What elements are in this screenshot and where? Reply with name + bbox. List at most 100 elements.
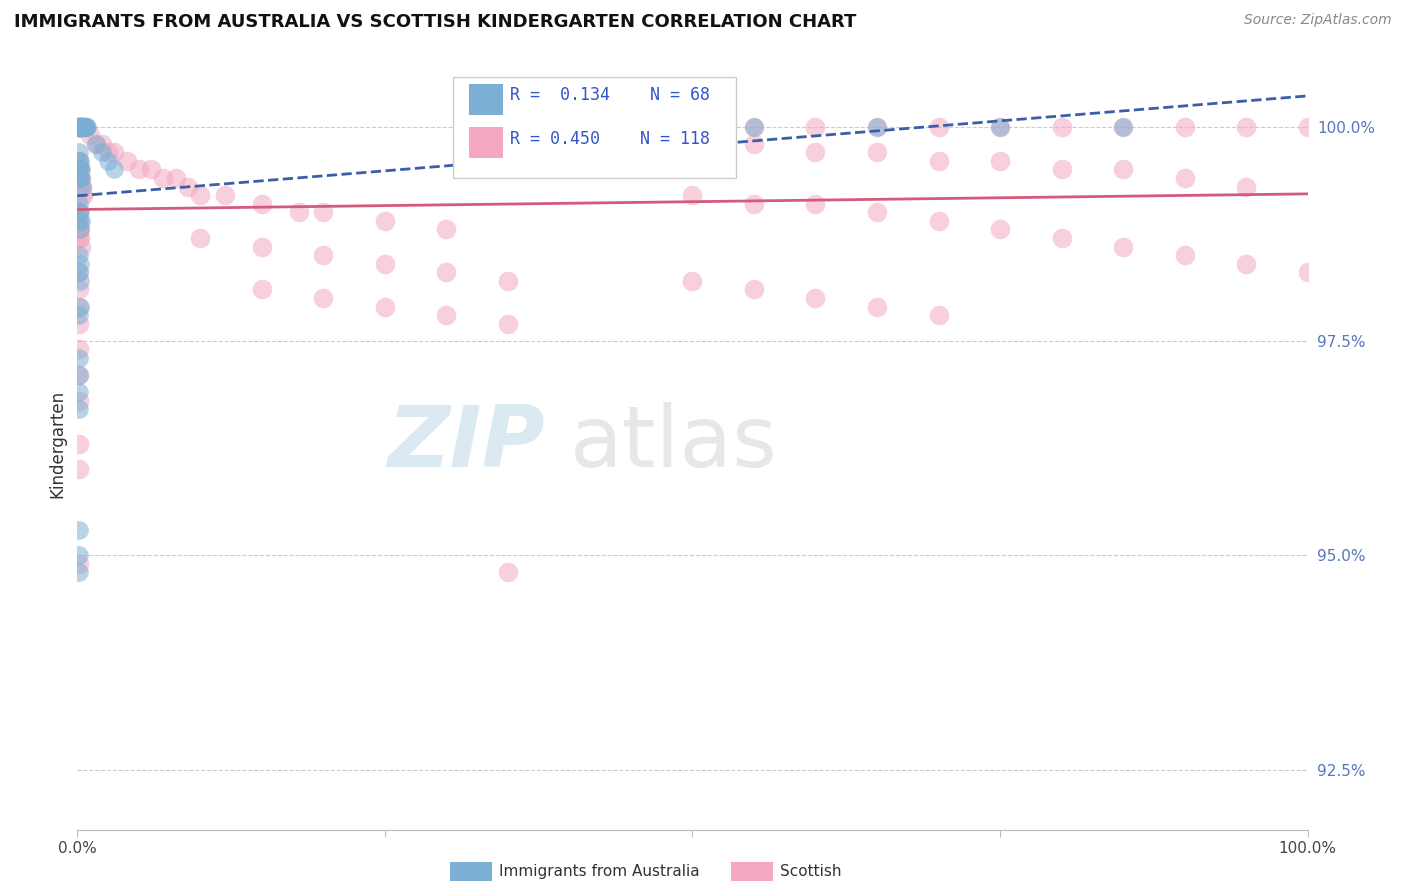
Point bbox=[70, 120, 93, 134]
Point bbox=[436, 265, 458, 279]
Point bbox=[67, 437, 90, 451]
Text: R =  0.134    N = 68: R = 0.134 N = 68 bbox=[510, 86, 710, 104]
Point bbox=[70, 239, 93, 253]
Point bbox=[67, 523, 90, 537]
Point bbox=[988, 120, 1011, 134]
Point bbox=[682, 120, 704, 134]
Point bbox=[804, 196, 827, 211]
Point bbox=[69, 257, 91, 271]
Point bbox=[67, 368, 90, 383]
Point bbox=[75, 120, 97, 134]
Point bbox=[928, 308, 950, 322]
Point bbox=[496, 274, 519, 288]
Point bbox=[558, 128, 581, 142]
Point bbox=[988, 153, 1011, 168]
Point bbox=[67, 153, 90, 168]
Point bbox=[67, 231, 90, 245]
Point bbox=[1174, 248, 1197, 262]
Point bbox=[67, 351, 90, 365]
Point bbox=[67, 462, 90, 476]
Point bbox=[75, 120, 97, 134]
Point bbox=[288, 205, 311, 219]
Point bbox=[620, 120, 643, 134]
Point bbox=[1234, 257, 1257, 271]
Point bbox=[682, 274, 704, 288]
Point bbox=[69, 120, 91, 134]
Point bbox=[804, 145, 827, 160]
Point bbox=[67, 145, 90, 160]
Point bbox=[67, 120, 90, 134]
Point bbox=[70, 120, 93, 134]
Point bbox=[1112, 239, 1135, 253]
Point bbox=[67, 317, 90, 331]
Point bbox=[67, 171, 90, 186]
Text: ZIP: ZIP bbox=[387, 402, 546, 485]
Point bbox=[177, 179, 200, 194]
Point bbox=[70, 120, 93, 134]
Point bbox=[67, 282, 90, 296]
Point bbox=[742, 120, 765, 134]
Point bbox=[67, 368, 90, 383]
Point bbox=[742, 282, 765, 296]
Point bbox=[1296, 120, 1319, 134]
Point bbox=[67, 120, 90, 134]
Point bbox=[76, 120, 98, 134]
Point bbox=[496, 317, 519, 331]
Point bbox=[67, 402, 90, 417]
Point bbox=[141, 162, 163, 177]
Point bbox=[69, 120, 91, 134]
Point bbox=[1050, 162, 1073, 177]
Point bbox=[72, 120, 94, 134]
Point bbox=[804, 120, 827, 134]
Point bbox=[620, 128, 643, 142]
Point bbox=[69, 120, 91, 134]
Point bbox=[67, 205, 90, 219]
Point bbox=[97, 153, 120, 168]
Point bbox=[70, 120, 93, 134]
Point bbox=[67, 566, 90, 580]
Point bbox=[742, 136, 765, 151]
Point bbox=[70, 179, 93, 194]
Point bbox=[67, 120, 90, 134]
Point bbox=[67, 120, 90, 134]
Point bbox=[67, 120, 90, 134]
Point bbox=[250, 282, 273, 296]
Point bbox=[67, 196, 90, 211]
Point bbox=[988, 120, 1011, 134]
Point bbox=[67, 385, 90, 400]
Point bbox=[70, 120, 93, 134]
Point bbox=[70, 120, 93, 134]
Point bbox=[69, 171, 91, 186]
Point bbox=[128, 162, 150, 177]
Point bbox=[72, 120, 94, 134]
Text: R = 0.450    N = 118: R = 0.450 N = 118 bbox=[510, 130, 710, 148]
Point bbox=[866, 120, 889, 134]
Point bbox=[67, 162, 90, 177]
Point bbox=[866, 205, 889, 219]
Point bbox=[558, 120, 581, 134]
Point bbox=[72, 188, 94, 202]
Point bbox=[67, 153, 90, 168]
Point bbox=[75, 120, 97, 134]
Point bbox=[312, 291, 335, 305]
Point bbox=[84, 136, 107, 151]
Point bbox=[1050, 120, 1073, 134]
Point bbox=[70, 120, 93, 134]
Point bbox=[69, 162, 91, 177]
Point bbox=[988, 222, 1011, 236]
Point bbox=[742, 120, 765, 134]
Point bbox=[67, 120, 90, 134]
Point bbox=[682, 188, 704, 202]
Point bbox=[69, 120, 91, 134]
Point bbox=[250, 196, 273, 211]
Point bbox=[67, 120, 90, 134]
Point bbox=[928, 153, 950, 168]
Point bbox=[90, 145, 114, 160]
Point bbox=[69, 300, 91, 314]
Point bbox=[72, 120, 94, 134]
Point bbox=[804, 291, 827, 305]
Point bbox=[69, 231, 91, 245]
Text: Immigrants from Australia: Immigrants from Australia bbox=[499, 864, 700, 879]
Point bbox=[67, 205, 90, 219]
Y-axis label: Kindergarten: Kindergarten bbox=[48, 390, 66, 498]
